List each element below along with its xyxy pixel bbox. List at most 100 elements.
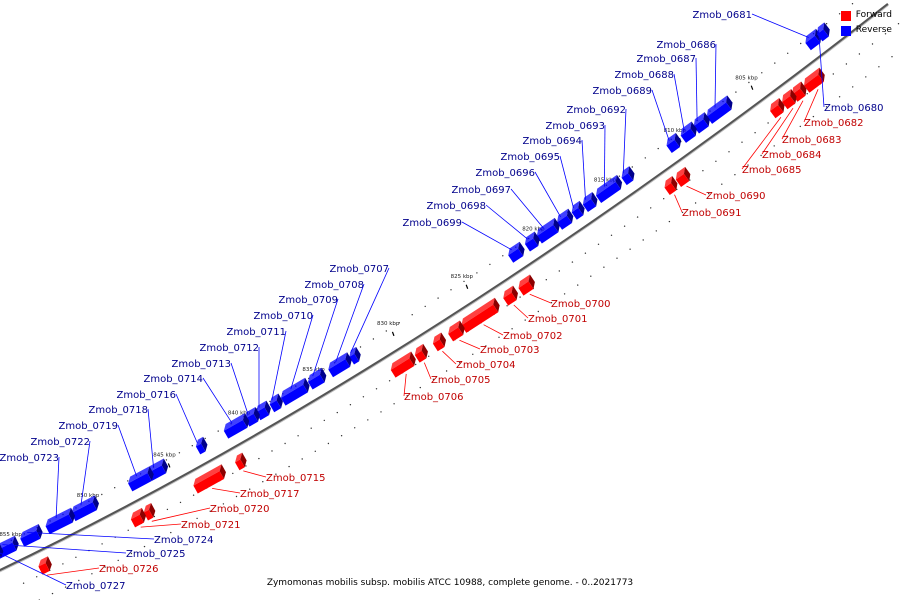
gene-label[interactable]: Zmob_0727 — [66, 581, 126, 592]
gene-label[interactable]: Zmob_0697 — [451, 185, 511, 196]
gene-forward[interactable] — [191, 464, 228, 494]
gene-reverse[interactable] — [43, 507, 77, 535]
gene-reverse[interactable] — [326, 352, 355, 378]
gene-forward[interactable] — [446, 320, 468, 342]
gene-label[interactable]: Zmob_0690 — [706, 191, 766, 202]
gene-forward[interactable] — [459, 297, 503, 333]
gene-forward[interactable] — [141, 502, 157, 521]
gene-label[interactable]: Zmob_0701 — [528, 314, 588, 325]
gene-forward[interactable] — [767, 98, 787, 119]
gene-forward[interactable] — [662, 176, 681, 195]
gene-reverse[interactable] — [593, 174, 625, 203]
gene-reverse[interactable] — [18, 523, 45, 547]
gene-reverse[interactable] — [0, 535, 21, 560]
gene-label[interactable]: Zmob_0722 — [30, 437, 90, 448]
gene-forward[interactable] — [412, 343, 430, 363]
gene-label[interactable]: Zmob_0681 — [692, 10, 752, 21]
gene-label[interactable]: Zmob_0694 — [522, 136, 582, 147]
gene-reverse[interactable] — [554, 208, 576, 230]
tick-dot — [537, 310, 539, 313]
gene-reverse[interactable] — [704, 95, 736, 124]
gene-reverse[interactable] — [580, 191, 600, 213]
gene-label[interactable]: Zmob_0682 — [804, 118, 864, 129]
gene-label[interactable]: Zmob_0684 — [762, 150, 822, 161]
gene-forward[interactable] — [129, 507, 149, 528]
gene-label[interactable]: Zmob_0710 — [253, 311, 313, 322]
gene-label[interactable]: Zmob_0718 — [88, 405, 148, 416]
gene-label[interactable]: Zmob_0696 — [475, 168, 535, 179]
gene-reverse[interactable] — [505, 241, 527, 263]
gene-forward[interactable] — [673, 166, 693, 187]
gene-label[interactable]: Zmob_0713 — [171, 359, 231, 370]
gene-reverse[interactable] — [221, 413, 251, 439]
gene-label[interactable]: Zmob_0687 — [636, 54, 696, 65]
gene-label[interactable]: Zmob_0688 — [614, 70, 674, 81]
gene-label[interactable]: Zmob_0707 — [329, 264, 389, 275]
gene-label[interactable]: Zmob_0721 — [181, 520, 241, 531]
gene-reverse[interactable] — [619, 166, 638, 186]
gene-forward[interactable] — [36, 556, 54, 575]
gene-reverse[interactable] — [678, 121, 700, 143]
gene-label[interactable]: Zmob_0726 — [99, 564, 159, 575]
gene-reverse[interactable] — [802, 28, 824, 51]
gene-reverse[interactable] — [305, 367, 328, 390]
gene-label[interactable]: Zmob_0712 — [199, 343, 259, 354]
gene-label[interactable]: Zmob_0724 — [154, 535, 214, 546]
gene-reverse[interactable] — [534, 217, 563, 244]
scale-label: 835 kbp — [302, 367, 325, 373]
gene-label[interactable]: Zmob_0693 — [545, 121, 605, 132]
tick-dot — [104, 566, 106, 568]
gene-reverse[interactable] — [522, 231, 542, 252]
gene-label[interactable]: Zmob_0683 — [782, 135, 842, 146]
gene-label[interactable]: Zmob_0717 — [240, 489, 300, 500]
tick-dot — [472, 353, 474, 355]
gene-label[interactable]: Zmob_0708 — [304, 280, 364, 291]
gene-label[interactable]: Zmob_0686 — [656, 40, 716, 51]
gene-reverse[interactable] — [69, 495, 101, 522]
label-connector — [0, 552, 67, 586]
tick-dot — [735, 91, 737, 93]
gene-label[interactable]: Zmob_0689 — [592, 86, 652, 97]
tick-dot — [734, 174, 736, 176]
gene-label[interactable]: Zmob_0699 — [402, 218, 462, 229]
gene-label[interactable]: Zmob_0723 — [0, 453, 59, 464]
gene-label[interactable]: Zmob_0725 — [126, 549, 186, 560]
tick-dot — [800, 42, 802, 45]
gene-label[interactable]: Zmob_0720 — [210, 504, 270, 515]
gene-label[interactable]: Zmob_0706 — [404, 392, 464, 403]
tick-dot — [459, 362, 461, 364]
gene-forward[interactable] — [388, 351, 418, 378]
gene-forward[interactable] — [430, 332, 448, 352]
gene-reverse[interactable] — [267, 393, 285, 413]
gene-reverse[interactable] — [278, 377, 312, 406]
gene-label[interactable]: Zmob_0705 — [431, 375, 491, 386]
gene-label[interactable]: Zmob_0702 — [503, 331, 563, 342]
gene-label[interactable]: Zmob_0719 — [58, 421, 118, 432]
gene-label[interactable]: Zmob_0698 — [426, 201, 486, 212]
gene-label[interactable]: Zmob_0692 — [566, 105, 626, 116]
gene-label[interactable]: Zmob_0695 — [500, 152, 560, 163]
gene-label[interactable]: Zmob_0685 — [742, 165, 802, 176]
gene-reverse[interactable] — [126, 466, 156, 492]
gene-reverse[interactable] — [691, 112, 713, 134]
gene-forward[interactable] — [779, 89, 799, 110]
gene-label[interactable]: Zmob_0704 — [456, 360, 516, 371]
gene-label[interactable]: Zmob_0716 — [116, 390, 176, 401]
gene-reverse[interactable] — [664, 132, 684, 153]
gene-reverse[interactable] — [193, 436, 209, 455]
gene-forward[interactable] — [500, 285, 520, 306]
gene-label[interactable]: Zmob_0703 — [480, 345, 540, 356]
gene-label[interactable]: Zmob_0691 — [682, 208, 742, 219]
gene-reverse[interactable] — [569, 200, 588, 220]
gene-label[interactable]: Zmob_0714 — [143, 374, 203, 385]
gene-reverse[interactable] — [347, 346, 364, 365]
gene-label[interactable]: Zmob_0709 — [278, 295, 338, 306]
gene-label[interactable]: Zmob_0700 — [551, 299, 611, 310]
gene-forward[interactable] — [233, 452, 249, 471]
gene-label[interactable]: Zmob_0715 — [266, 473, 326, 484]
tick-dot — [715, 160, 717, 162]
gene-label[interactable]: Zmob_0680 — [824, 103, 884, 114]
gene-forward[interactable] — [516, 274, 538, 296]
tick-dot — [489, 263, 491, 266]
gene-label[interactable]: Zmob_0711 — [226, 327, 286, 338]
